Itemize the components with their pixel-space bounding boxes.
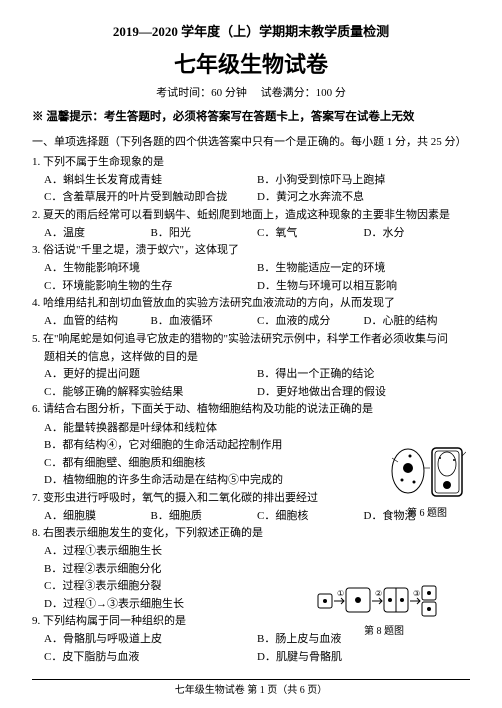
q1-row1: A．蝌蚪生长发育成青蛙 B．小狗受到惊吓马上跑掉 <box>32 172 470 189</box>
q6-a: A．能量转换器都是叶绿体和线粒体 <box>32 420 362 437</box>
q1-row2: C．含羞草展开的叶片受到触动即合拢 D．黄河之水奔流不息 <box>32 189 470 206</box>
q5-b: B．得出一个正确的结论 <box>257 366 470 383</box>
figure-8: ① ② ③ 第 8 题图 <box>314 578 454 639</box>
q9-a: A．骨骼肌与呼吸道上皮 <box>44 631 257 648</box>
figure-6-label: 第 6 题图 <box>388 506 466 521</box>
q8-d: D．过程①→③表示细胞生长 <box>32 596 362 613</box>
exam-title: 七年级生物试卷 <box>32 48 470 81</box>
q2-c: C．氧气 <box>257 225 364 242</box>
figure-6: 第 6 题图 <box>388 438 466 521</box>
q2: 2. 夏天的雨后经常可以看到蜗牛、蚯蚓爬到地面上，造成这种现象的主要非生物因素是 <box>32 207 470 224</box>
section-1-title: 一、单项选择题（下列各题的四个供选答案中只有一个是正确的。每小题 1 分，共 2… <box>32 134 470 151</box>
q1-a: A．蝌蚪生长发育成青蛙 <box>44 172 257 189</box>
q4: 4. 哈维用结扎和剖切血管放血的实验方法研究血液流动的方向，从而发现了 <box>32 295 470 312</box>
q5: 5. 在"响尾蛇是如何追寻它放走的猎物的"实验法研究示例中，科学工作者必须收集与… <box>32 331 470 348</box>
q6-c: C．都有细胞壁、细胞质和细胞核 <box>32 455 362 472</box>
q6: 6. 请结合右图分析，下面关于动、植物细胞结构及功能的说法正确的是 <box>32 401 470 418</box>
page-footer: 七年级生物试卷 第 1 页（共 6 页） <box>32 679 470 698</box>
q4-d: D．心脏的结构 <box>364 313 471 330</box>
q9-c: C．皮下脂肪与血液 <box>44 649 257 666</box>
q8: 8. 右图表示细胞发生的变化，下列叙述正确的是 <box>32 525 470 542</box>
q3-c: C．环境能影响生物的生存 <box>44 278 257 295</box>
q1-c: C．含羞草展开的叶片受到触动即合拢 <box>44 189 257 206</box>
q2-opts: A．温度 B．阳光 C．氧气 D．水分 <box>32 225 470 242</box>
q4-b: B．血液循环 <box>151 313 258 330</box>
q4-opts: A．血管的结构 B．血液循环 C．血液的成分 D．心脏的结构 <box>32 313 470 330</box>
q7-c: C．细胞核 <box>257 508 364 525</box>
q3-row1: A．生物能影响环境 B．生物能适应一定的环境 <box>32 260 470 277</box>
q3-d: D．生物与环境可以相互影响 <box>257 278 470 295</box>
q4-c: C．血液的成分 <box>257 313 364 330</box>
svg-text:①: ① <box>337 589 344 598</box>
q3-b: B．生物能适应一定的环境 <box>257 260 470 277</box>
cell-diagram-icon <box>388 438 466 504</box>
q6-d: D．植物细胞的许多生命活动是在结构⑤中完成的 <box>32 472 362 489</box>
q2-d: D．水分 <box>364 225 471 242</box>
q1-d: D．黄河之水奔流不息 <box>257 189 470 206</box>
header-line: 2019—2020 学年度（上）学期期末教学质量检测 <box>32 22 470 42</box>
q1: 1. 下列不属于生命现象的是 <box>32 154 470 171</box>
q1-b: B．小狗受到惊吓马上跑掉 <box>257 172 470 189</box>
svg-text:③: ③ <box>413 589 420 598</box>
q5-row1: A．更好的提出问题 B．得出一个正确的结论 <box>32 366 470 383</box>
q8-c: C．过程③表示细胞分裂 <box>32 578 362 595</box>
meta-score: 试卷满分：100 分 <box>261 87 346 99</box>
svg-text:②: ② <box>375 589 382 598</box>
q8-b: B．过程②表示细胞分化 <box>32 561 362 578</box>
cell-division-icon: ① ② ③ <box>314 578 454 622</box>
q5-a: A．更好的提出问题 <box>44 366 257 383</box>
figure-8-label: 第 8 题图 <box>314 624 454 639</box>
q8-a: A．过程①表示细胞生长 <box>32 543 362 560</box>
q2-b: B．阳光 <box>151 225 258 242</box>
q6-b: B．都有结构④，它对细胞的生命活动起控制作用 <box>32 437 362 454</box>
q3-row2: C．环境能影响生物的生存 D．生物与环境可以相互影响 <box>32 278 470 295</box>
q5-cont: 题相关的信息，这样做的目的是 <box>32 349 470 366</box>
q5-d: D．更好地做出合理的假设 <box>257 384 470 401</box>
meta-line: 考试时间：60 分钟 试卷满分：100 分 <box>32 85 470 102</box>
warning-text: ※ 温馨提示：考生答题时，必须将答案写在答题卡上，答案写在试卷上无效 <box>32 109 470 126</box>
q7-a: A．细胞膜 <box>44 508 151 525</box>
q3-a: A．生物能影响环境 <box>44 260 257 277</box>
q2-a: A．温度 <box>44 225 151 242</box>
q9-row2: C．皮下脂肪与血液 D．肌腱与骨骼肌 <box>32 649 470 666</box>
q3: 3. 俗话说"千里之堤，溃于蚁穴"，这体现了 <box>32 242 470 259</box>
q5-c: C．能够正确的解释实验结果 <box>44 384 257 401</box>
q4-a: A．血管的结构 <box>44 313 151 330</box>
q7-b: B．细胞质 <box>151 508 258 525</box>
meta-time: 考试时间：60 分钟 <box>156 87 247 99</box>
q5-row2: C．能够正确的解释实验结果 D．更好地做出合理的假设 <box>32 384 470 401</box>
q9-d: D．肌腱与骨骼肌 <box>257 649 470 666</box>
